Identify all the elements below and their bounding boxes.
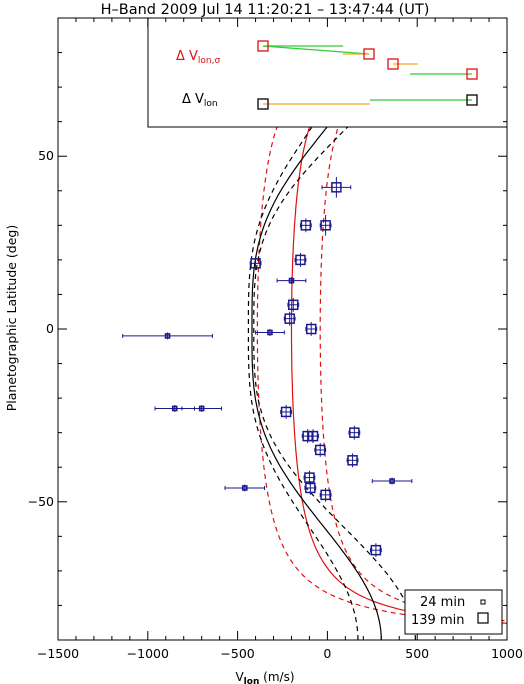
data-point — [304, 481, 317, 495]
data-point — [249, 256, 262, 271]
data-point — [370, 543, 382, 558]
point-marker — [304, 472, 315, 483]
point-marker — [250, 258, 261, 269]
data-point — [314, 443, 327, 457]
point-marker — [389, 478, 395, 484]
data-point — [321, 176, 352, 198]
data-point — [348, 425, 361, 440]
legend-frame — [404, 589, 503, 635]
data-point — [299, 218, 312, 233]
model-curve-red-dashed-left — [256, 33, 507, 625]
x-axis-label: Vlon (m/s) — [235, 670, 294, 684]
data-point — [305, 322, 318, 336]
inset-marker-black-1 — [257, 98, 269, 110]
x-axis-label-main: V — [235, 670, 244, 684]
point-marker — [171, 405, 178, 412]
inset-marker-black-2 — [466, 94, 478, 106]
data-point — [255, 329, 285, 336]
point-marker — [288, 277, 295, 284]
x-tick-label: 1000 — [491, 646, 523, 661]
data-point — [307, 429, 319, 444]
y-axis-label: Planetographic Latitude (deg) — [4, 225, 19, 411]
x-tick-label: 0 — [323, 646, 331, 661]
data-point — [283, 311, 296, 326]
point-marker — [320, 220, 331, 231]
inset-label-sub: lon — [204, 99, 218, 109]
data-point — [371, 477, 413, 485]
data-point — [319, 214, 332, 236]
inset-panel: Δ Vlon,σΔ Vlon — [147, 17, 508, 128]
x-tick-label: −500 — [220, 646, 254, 661]
point-marker — [198, 405, 205, 412]
inset-label-main: Δ V — [182, 92, 204, 107]
point-marker — [280, 406, 292, 418]
x-axis-label-sub: lon — [244, 677, 260, 684]
point-marker — [305, 482, 316, 494]
point-marker — [347, 455, 358, 466]
point-marker — [307, 430, 319, 442]
point-marker — [320, 489, 331, 501]
data-point — [287, 297, 300, 312]
legend-label-139min: 139 min — [411, 613, 464, 628]
point-marker — [370, 544, 382, 556]
point-marker — [349, 427, 360, 438]
legend-box: 24 min 139 min — [404, 589, 503, 635]
data-point — [280, 405, 292, 419]
x-tick-label: −1000 — [127, 646, 169, 661]
point-marker — [331, 182, 342, 193]
x-tick-label: −1500 — [37, 646, 79, 661]
x-axis-label-unit: (m/s) — [259, 670, 294, 684]
y-tick-label: −50 — [28, 494, 54, 509]
point-marker — [295, 254, 306, 266]
inset-frame — [147, 17, 508, 128]
data-point — [346, 453, 359, 468]
point-marker — [288, 299, 299, 311]
inset-bar-green-upper — [262, 45, 370, 55]
x-tick-label: 500 — [405, 646, 429, 661]
data-point — [224, 484, 266, 492]
data-point — [276, 277, 307, 285]
data-point — [294, 252, 307, 267]
point-marker — [241, 485, 248, 491]
inset-marker-red-3 — [387, 58, 399, 70]
inset-marker-red-4 — [466, 68, 478, 80]
data-point — [181, 405, 222, 412]
data-points — [122, 176, 413, 558]
chart-title: H–Band 2009 Jul 14 11:20:21 – 13:47:44 (… — [101, 2, 430, 18]
inset-marker-red-2 — [363, 48, 375, 60]
y-tick-label: 0 — [46, 321, 54, 336]
point-marker — [284, 313, 295, 324]
point-marker — [305, 323, 317, 335]
inset-label-sigma-main: Δ V — [176, 49, 198, 64]
y-tick-label: 50 — [38, 148, 54, 163]
data-point — [319, 487, 332, 502]
legend-label-24min: 24 min — [420, 595, 465, 610]
legend-marker-24min — [480, 599, 486, 605]
legend-marker-139min — [477, 612, 489, 624]
data-point — [122, 332, 213, 340]
point-marker — [314, 444, 326, 456]
point-marker — [267, 329, 273, 336]
point-marker — [300, 220, 312, 231]
inset-label: Δ Vlon — [182, 92, 218, 109]
inset-label-sigma-sub: lon,σ — [198, 56, 221, 66]
inset-label-sigma: Δ Vlon,σ — [176, 49, 220, 66]
inset-marker-red-1 — [257, 40, 269, 52]
data-point — [303, 470, 316, 485]
point-marker — [164, 333, 171, 339]
